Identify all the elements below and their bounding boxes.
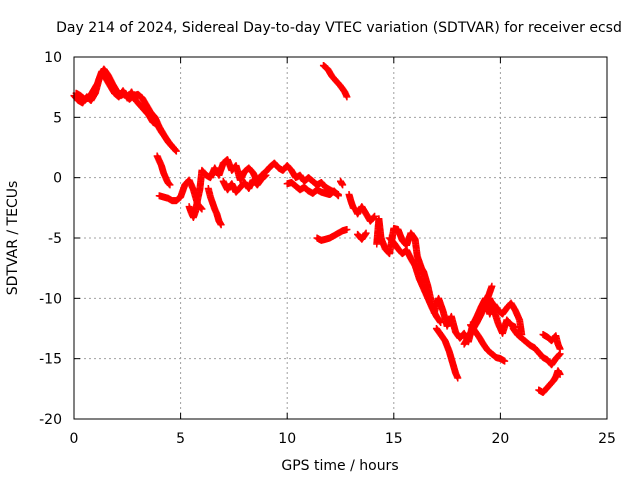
grid-lines — [74, 57, 607, 419]
y-tick-label: -15 — [39, 352, 62, 368]
y-tick-label: -20 — [39, 412, 62, 428]
data-point — [339, 181, 347, 189]
data-point — [437, 318, 445, 326]
data-point — [556, 370, 564, 378]
x-tick-label: 5 — [176, 431, 185, 447]
data-point — [166, 181, 174, 189]
chart-title: Day 214 of 2024, Sidereal Day-to-day VTE… — [56, 20, 622, 36]
x-tick-label: 25 — [598, 431, 616, 447]
y-tick-label: -5 — [48, 231, 62, 247]
axis-ticks: 0 5 10 15 20 25 -20 -15 -10 -5 0 5 10 — [39, 50, 616, 447]
data-point — [334, 192, 342, 200]
x-tick-label: 10 — [278, 431, 296, 447]
data-point — [262, 171, 270, 179]
data-point — [371, 212, 379, 220]
x-tick-label: 0 — [70, 431, 79, 447]
y-tick-label: 5 — [53, 110, 62, 126]
data-point — [343, 93, 351, 101]
data-point — [343, 226, 351, 234]
y-tick-label: -10 — [39, 291, 62, 307]
data-point — [217, 221, 225, 229]
data-point — [198, 205, 206, 213]
y-tick-label: 0 — [53, 171, 62, 187]
data-point — [362, 229, 370, 237]
x-tick-label: 20 — [491, 431, 509, 447]
y-axis-label: SDTVAR / TECUs — [5, 181, 21, 296]
data-point — [488, 282, 496, 290]
x-tick-label: 15 — [385, 431, 403, 447]
data-point — [556, 345, 564, 353]
data-point — [501, 357, 509, 365]
data-point — [454, 374, 462, 382]
x-axis-label: GPS time / hours — [281, 458, 398, 474]
y-tick-label: 10 — [44, 50, 62, 66]
data-point — [170, 145, 178, 153]
data-points — [70, 61, 564, 396]
